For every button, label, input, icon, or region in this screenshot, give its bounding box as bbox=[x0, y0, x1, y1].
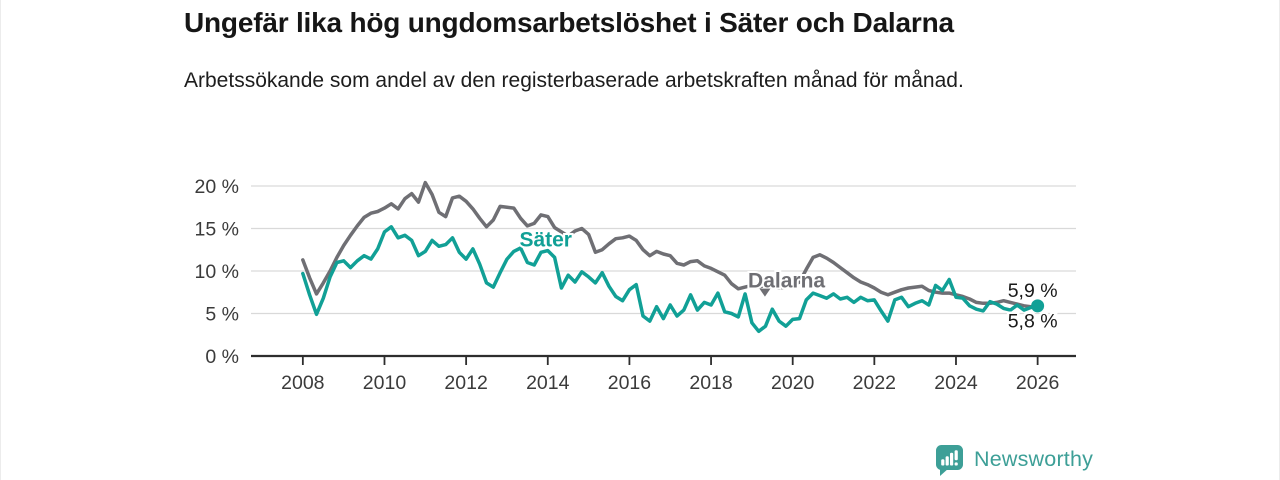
x-tick-label-2014: 2014 bbox=[526, 372, 570, 394]
x-tick-label-2024: 2024 bbox=[934, 372, 978, 394]
series-line-dalarna bbox=[301, 180, 1040, 309]
series-line-säter bbox=[301, 225, 1040, 334]
y-tick-label-15: 15 % bbox=[195, 218, 239, 240]
y-tick-label-0: 0 % bbox=[205, 346, 239, 368]
end-value-label-säter: 5,9 % bbox=[1008, 280, 1058, 302]
y-tick-label-5: 5 % bbox=[205, 303, 239, 325]
newsworthy-logo-icon bbox=[936, 445, 963, 476]
series-label-arrow-dalarna bbox=[759, 288, 771, 297]
y-tick-label-10: 10 % bbox=[195, 261, 239, 283]
x-tick-label-2016: 2016 bbox=[608, 372, 651, 394]
x-tick-label-2012: 2012 bbox=[444, 372, 487, 394]
x-tick-label-2022: 2022 bbox=[853, 372, 896, 394]
chart-subtitle: Arbetssökande som andel av den registerb… bbox=[184, 69, 964, 92]
x-tick-label-2026: 2026 bbox=[1016, 372, 1059, 394]
end-value-label-dalarna: 5,8 % bbox=[1008, 311, 1058, 333]
series-label-säter: Säter bbox=[519, 229, 572, 252]
y-tick-label-20: 20 % bbox=[195, 176, 239, 198]
x-tick-label-2018: 2018 bbox=[689, 372, 732, 394]
x-tick-label-2010: 2010 bbox=[363, 372, 407, 394]
end-dot-säter bbox=[1031, 299, 1045, 313]
x-tick-label-2008: 2008 bbox=[281, 372, 324, 394]
newsworthy-logo-text: Newsworthy bbox=[974, 447, 1094, 471]
series-label-dalarna: Dalarna bbox=[748, 269, 825, 292]
chart-title: Ungefär lika hög ungdomsarbetslöshet i S… bbox=[184, 7, 954, 38]
newsworthy-logo: Newsworthy bbox=[934, 444, 1093, 478]
x-tick-label-2020: 2020 bbox=[771, 372, 815, 394]
